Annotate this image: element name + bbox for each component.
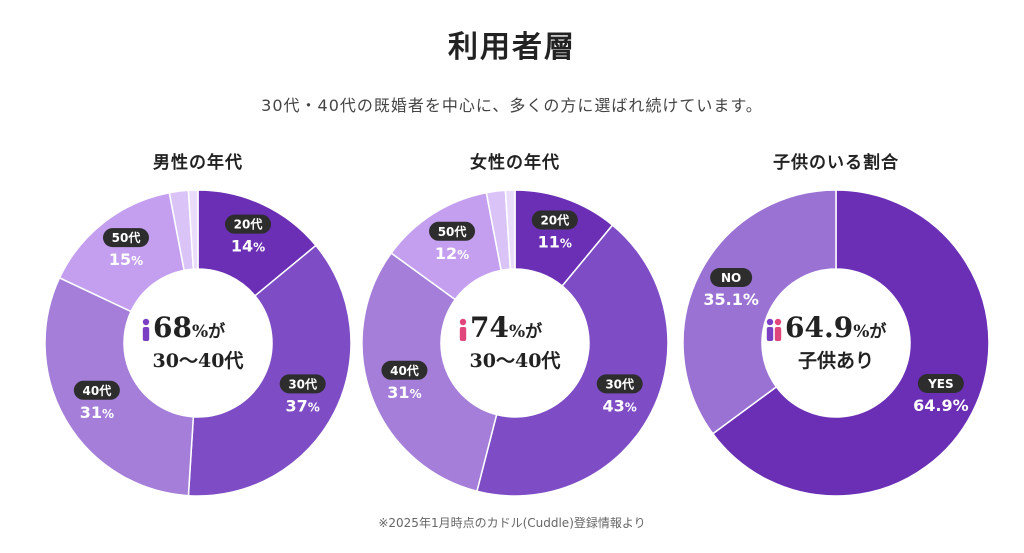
- slice-value-label: 43%: [603, 396, 637, 415]
- slice-category-pill: [429, 221, 476, 241]
- chart-panel-female: 女性の年代 20代 11% 30代 43% 40代 31% 50代 12% 74%が 30〜40代: [355, 148, 675, 508]
- chart-title: 男性の年代: [153, 153, 243, 173]
- slice-category-label: 40代: [83, 383, 112, 398]
- slice-category-label: YES: [927, 377, 954, 391]
- slice-value-label: 31%: [387, 383, 421, 402]
- page-subtitle: 30代・40代の既婚者を中心に、多くの方に選ばれ続けています。: [261, 96, 763, 115]
- slice-value-label: 37%: [286, 396, 320, 415]
- donut-slices: [44, 189, 352, 497]
- donut-slice-other-2: [504, 189, 516, 270]
- slice-category-pill: [531, 210, 578, 230]
- slice-category-label: NO: [721, 271, 741, 285]
- center-value: 64.9%が: [785, 311, 886, 344]
- person-figure: [774, 318, 782, 341]
- slice-category-label: 30代: [288, 376, 317, 391]
- donut-center-label: 68%が 30〜40代: [142, 311, 244, 372]
- slice-category-pill: [381, 360, 428, 380]
- chart-title: 子供のいる割合: [773, 153, 899, 173]
- donut-chart-male: 20代 14% 30代 37% 40代 31% 50代 15% 68%が 30〜40代: [44, 189, 352, 497]
- slice-labels: 20代 14% 30代 37% 40代 31% 50代 15%: [73, 214, 326, 422]
- donut-slice-YES: [711, 189, 990, 497]
- slice-value-label: 14%: [231, 237, 265, 256]
- donut-chart-female: 20代 11% 30代 43% 40代 31% 50代 12% 74%が 30〜40代: [361, 189, 669, 497]
- slice-category-label: 20代: [540, 212, 569, 227]
- chart-panel-male: 男性の年代 20代 14% 30代 37% 40代 31% 50代 15% 68%が 30〜40代: [38, 148, 358, 508]
- slice-category-pill: [102, 228, 149, 248]
- center-subtext: 子供あり: [798, 349, 874, 372]
- donut-slices: [361, 189, 669, 497]
- slice-value-label: 12%: [435, 244, 469, 263]
- slice-category-pill: [917, 374, 964, 394]
- slice-value-label: 64.9%: [913, 396, 969, 415]
- donut-slice-40代: [361, 252, 498, 493]
- person-figure: [459, 318, 467, 341]
- chart-title: 女性の年代: [470, 153, 560, 173]
- slice-labels: 20代 11% 30代 43% 40代 31% 50代 12%: [381, 210, 643, 415]
- donut-slice-other-2: [187, 189, 199, 270]
- slice-category-label: 50代: [438, 224, 467, 239]
- donut-slices: [682, 189, 990, 497]
- center-value: 68%が: [153, 311, 225, 344]
- center-subtext: 30〜40代: [470, 350, 561, 372]
- slice-value-label: 11%: [538, 232, 572, 251]
- donut-slice-40代: [44, 276, 195, 497]
- slice-category-pill: [279, 374, 326, 394]
- donut-slice-NO: [682, 189, 837, 435]
- center-value: 74%が: [470, 311, 542, 344]
- slice-category-pill: [73, 380, 120, 400]
- slice-category-label: 30代: [605, 376, 634, 391]
- slice-value-label: 35.1%: [703, 290, 759, 309]
- chart-panel-children: 子供のいる割合 YES 64.9% NO 35.1% 64.9%が子供あり: [676, 148, 996, 508]
- center-subtext: 30〜40代: [153, 350, 244, 372]
- page-title: 利用者層: [448, 30, 576, 65]
- slice-labels: YES 64.9% NO 35.1%: [703, 267, 969, 415]
- female-person-icon: [459, 318, 467, 341]
- slice-value-label: 31%: [80, 403, 114, 422]
- donut-center-label: 74%が 30〜40代: [459, 311, 561, 372]
- donut-slice-30代: [187, 244, 352, 497]
- slice-value-label: 15%: [109, 250, 143, 269]
- slice-category-pill: [225, 214, 272, 234]
- donut-slice-30代: [476, 224, 669, 497]
- slice-category-label: 40代: [390, 363, 419, 378]
- slice-category-label: 50代: [112, 230, 141, 245]
- footnote: ※2025年1月時点のカドル(Cuddle)登録情報より: [378, 516, 646, 530]
- person-figure: [766, 318, 774, 341]
- slice-category-pill: [710, 267, 753, 287]
- male-person-icon: [142, 318, 150, 341]
- couple-icon: [766, 318, 782, 341]
- person-figure: [142, 318, 150, 341]
- slice-category-label: 20代: [234, 217, 263, 232]
- slice-category-pill: [596, 374, 643, 394]
